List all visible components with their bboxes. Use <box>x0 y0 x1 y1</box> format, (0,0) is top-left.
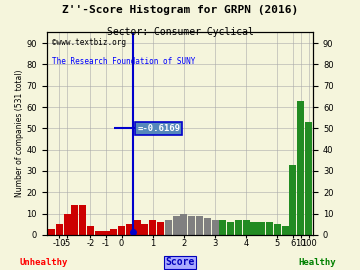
Text: Sector: Consumer Cyclical: Sector: Consumer Cyclical <box>107 27 253 37</box>
Bar <box>274 224 281 235</box>
Bar <box>157 222 164 235</box>
Bar <box>118 226 125 235</box>
Bar <box>126 224 133 235</box>
Bar <box>48 228 55 235</box>
Bar <box>134 220 141 235</box>
Text: The Research Foundation of SUNY: The Research Foundation of SUNY <box>52 57 195 66</box>
Text: ©www.textbiz.org: ©www.textbiz.org <box>52 39 126 48</box>
Bar <box>196 216 203 235</box>
Bar <box>64 214 71 235</box>
Text: Z''-Score Histogram for GRPN (2016): Z''-Score Histogram for GRPN (2016) <box>62 5 298 15</box>
Bar <box>103 231 109 235</box>
Bar <box>56 224 63 235</box>
Bar <box>188 216 195 235</box>
Bar <box>266 222 273 235</box>
Bar <box>165 220 172 235</box>
Bar <box>227 222 234 235</box>
Bar <box>180 214 188 235</box>
Bar <box>141 224 148 235</box>
Bar <box>172 216 180 235</box>
Bar <box>282 226 289 235</box>
Y-axis label: Number of companies (531 total): Number of companies (531 total) <box>15 70 24 197</box>
Bar <box>219 220 226 235</box>
Bar <box>87 226 94 235</box>
Bar <box>235 220 242 235</box>
Bar <box>289 164 296 235</box>
Bar <box>297 101 304 235</box>
Bar <box>212 220 219 235</box>
Bar <box>258 222 265 235</box>
Bar <box>243 220 250 235</box>
Text: =-0.6169: =-0.6169 <box>137 124 180 133</box>
Bar <box>71 205 78 235</box>
Bar <box>149 220 156 235</box>
Bar <box>305 122 312 235</box>
Text: Unhealthy: Unhealthy <box>19 258 67 267</box>
Text: Healthy: Healthy <box>298 258 336 267</box>
Bar <box>204 218 211 235</box>
Bar <box>251 222 257 235</box>
Bar <box>95 231 102 235</box>
Bar <box>79 205 86 235</box>
Bar <box>110 228 117 235</box>
Text: Score: Score <box>165 257 195 267</box>
